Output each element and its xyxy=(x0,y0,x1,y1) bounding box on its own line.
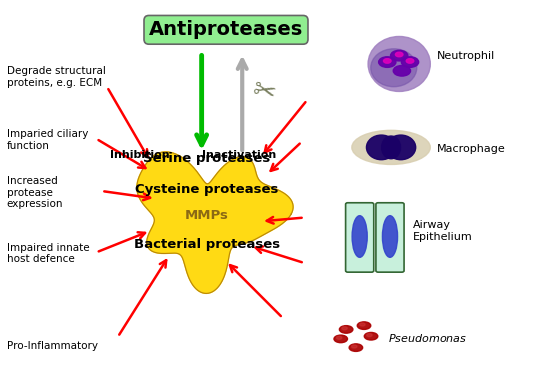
Ellipse shape xyxy=(367,135,396,160)
Ellipse shape xyxy=(371,49,417,87)
Text: Serine proteases: Serine proteases xyxy=(144,152,271,165)
Polygon shape xyxy=(137,152,293,293)
Text: Impaired innate
host defence: Impaired innate host defence xyxy=(7,243,89,264)
Ellipse shape xyxy=(352,216,367,257)
Text: Degrade structural
proteins, e.g. ECM: Degrade structural proteins, e.g. ECM xyxy=(7,66,106,88)
FancyBboxPatch shape xyxy=(376,203,404,272)
Ellipse shape xyxy=(360,323,365,326)
Ellipse shape xyxy=(364,332,378,340)
FancyBboxPatch shape xyxy=(345,203,374,272)
Text: Bacterial proteases: Bacterial proteases xyxy=(134,238,280,251)
Text: MMPs: MMPs xyxy=(185,209,229,222)
Ellipse shape xyxy=(379,57,396,67)
Ellipse shape xyxy=(368,36,430,91)
Text: ✂: ✂ xyxy=(249,76,279,109)
Text: Increased
protease
expression: Increased protease expression xyxy=(7,176,63,209)
Text: Imparied ciliary
function: Imparied ciliary function xyxy=(7,129,88,151)
Text: Antiproteases: Antiproteases xyxy=(149,20,303,39)
Ellipse shape xyxy=(393,65,411,76)
Text: Cysteine proteases: Cysteine proteases xyxy=(135,183,279,196)
Ellipse shape xyxy=(352,130,430,165)
Ellipse shape xyxy=(367,333,372,337)
Ellipse shape xyxy=(401,57,419,67)
Ellipse shape xyxy=(386,135,416,160)
Ellipse shape xyxy=(342,327,347,330)
Ellipse shape xyxy=(357,322,371,329)
Ellipse shape xyxy=(384,59,391,63)
Text: Inhibition: Inhibition xyxy=(109,150,169,160)
Ellipse shape xyxy=(339,325,353,333)
Text: $\it{Pseudomonas}$: $\it{Pseudomonas}$ xyxy=(388,332,468,344)
Text: Airway
Epithelium: Airway Epithelium xyxy=(413,220,473,242)
Ellipse shape xyxy=(336,336,342,339)
Ellipse shape xyxy=(351,345,357,348)
Text: Pro-Inflammatory: Pro-Inflammatory xyxy=(7,342,98,351)
Ellipse shape xyxy=(381,136,400,159)
Text: Inactivation: Inactivation xyxy=(202,150,277,160)
Text: Neutrophil: Neutrophil xyxy=(437,51,496,62)
Text: Macrophage: Macrophage xyxy=(437,144,506,154)
Ellipse shape xyxy=(349,344,363,351)
Ellipse shape xyxy=(391,50,408,61)
Ellipse shape xyxy=(395,52,403,57)
Ellipse shape xyxy=(334,335,348,343)
Ellipse shape xyxy=(382,216,398,257)
Ellipse shape xyxy=(406,59,414,63)
